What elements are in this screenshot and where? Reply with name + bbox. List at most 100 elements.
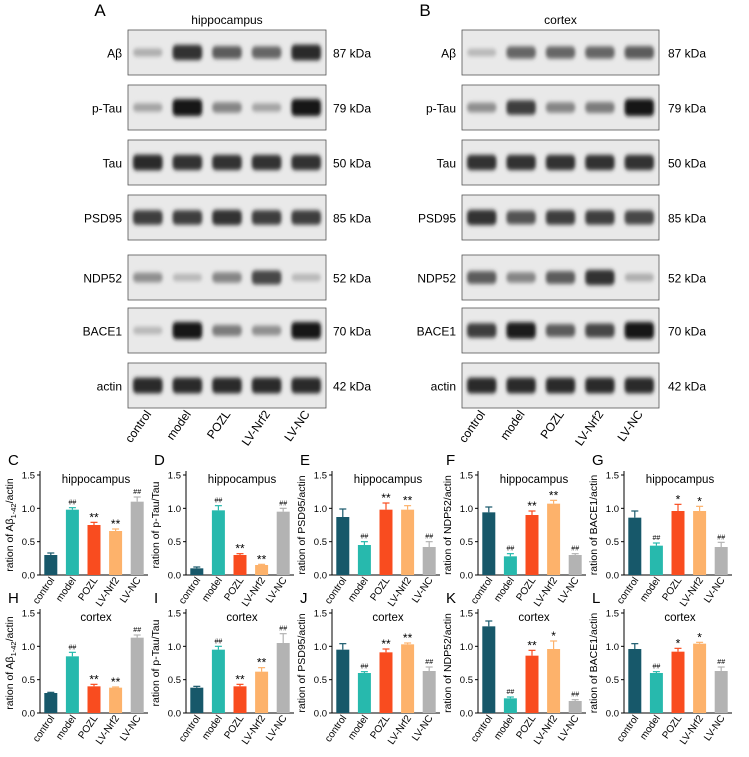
blot-title: cortex — [544, 13, 577, 27]
bar — [276, 511, 290, 575]
significance-mark: ## — [361, 664, 369, 671]
y-tick-label: 0.5 — [22, 675, 35, 686]
blot-band — [251, 210, 282, 225]
bar — [568, 701, 582, 713]
y-tick-label: 1.5 — [460, 609, 473, 620]
blot-band — [506, 322, 536, 339]
significance-mark: ** — [403, 631, 413, 645]
kda-label: 52 kDa — [333, 272, 371, 286]
significance-mark: ## — [69, 500, 77, 507]
band-label: NDP52 — [83, 272, 122, 286]
blot-band — [291, 99, 321, 116]
x-tick-label: LV-NC — [410, 575, 435, 605]
blot-band — [291, 210, 321, 225]
y-tick-label: 1.5 — [22, 609, 35, 620]
bar — [714, 547, 728, 575]
band-label: BACE1 — [417, 325, 457, 339]
blot-band — [291, 377, 321, 394]
y-axis-label: ration of NDP52/actin — [442, 475, 454, 575]
significance-mark: ## — [133, 489, 141, 496]
y-tick-label: 1.0 — [460, 642, 473, 653]
significance-mark: ## — [717, 534, 725, 541]
blot-band — [585, 46, 615, 59]
bar — [482, 626, 496, 713]
blot-band — [506, 46, 536, 59]
blot-band — [545, 271, 576, 284]
blot-band — [133, 326, 163, 335]
blot-band — [545, 102, 576, 113]
blot-band — [467, 154, 497, 171]
kda-label: 52 kDa — [668, 272, 706, 286]
x-tick-label: model — [492, 575, 517, 604]
y-tick-label: 0.5 — [314, 675, 327, 686]
blot-band — [624, 210, 654, 225]
y-axis-label: ration of Aβ1-42/actin — [4, 616, 18, 710]
y-tick-label: 1.5 — [314, 471, 327, 482]
blot-band — [133, 210, 163, 225]
significance-mark: ** — [381, 491, 391, 505]
bar — [233, 686, 247, 713]
bar — [503, 698, 517, 713]
significance-mark: ## — [279, 500, 287, 507]
y-tick-label: 1.0 — [314, 642, 327, 653]
x-tick-label: model — [346, 575, 371, 604]
significance-mark: * — [676, 636, 681, 650]
y-axis-label: ration of BACE1/actin — [588, 475, 600, 576]
bar — [649, 545, 663, 575]
y-tick-label: 0.5 — [314, 537, 327, 548]
blot-band — [585, 154, 615, 171]
y-tick-label: 1.0 — [168, 504, 181, 515]
x-tick-label: model — [638, 713, 663, 742]
chart-title: hippocampus — [208, 474, 277, 486]
x-tick-label: LV-Nrf2 — [678, 713, 706, 747]
blot-band — [172, 377, 203, 394]
significance-mark: ## — [571, 546, 579, 553]
chart-title: cortex — [80, 612, 112, 624]
significance-mark: ## — [425, 534, 433, 541]
blot-band — [133, 272, 163, 283]
blot-band — [251, 377, 282, 394]
blot-band — [506, 210, 536, 225]
kda-label: 50 kDa — [668, 157, 706, 171]
bar — [379, 652, 393, 713]
panel-letter: L — [592, 590, 600, 607]
blot-band — [172, 210, 203, 225]
blot-band — [212, 46, 242, 59]
significance-mark: ** — [257, 552, 267, 566]
panel-letter: I — [154, 590, 158, 607]
significance-mark: ** — [111, 675, 121, 689]
y-tick-label: 1.0 — [460, 504, 473, 515]
bar — [255, 671, 269, 713]
significance-mark: ## — [133, 627, 141, 634]
y-axis-label: ration of PSD95/actin — [296, 475, 308, 574]
blot-band — [624, 46, 654, 59]
significance-mark: ## — [507, 689, 515, 696]
kda-label: 42 kDa — [668, 380, 706, 394]
blot-band — [212, 325, 242, 336]
band-label: actin — [97, 380, 122, 394]
chart-title: hippocampus — [354, 474, 423, 486]
panel-letter: J — [300, 590, 308, 607]
kda-label: 50 kDa — [333, 157, 371, 171]
blot-band — [251, 325, 282, 336]
bar — [379, 509, 393, 575]
blot-band — [172, 322, 203, 339]
significance-mark: ** — [257, 656, 267, 670]
y-tick-label: 1.5 — [22, 471, 35, 482]
band-label: PSD95 — [84, 212, 122, 226]
bar — [568, 555, 582, 575]
bar — [109, 687, 123, 713]
x-tick-label: LV-Nrf2 — [240, 713, 268, 747]
significance-mark: ## — [279, 626, 287, 633]
y-tick-label: 0.0 — [168, 709, 181, 720]
x-tick-label: LV-Nrf2 — [532, 575, 560, 609]
blot-band — [545, 46, 576, 59]
bar — [190, 687, 204, 713]
significance-mark: ** — [527, 638, 537, 652]
